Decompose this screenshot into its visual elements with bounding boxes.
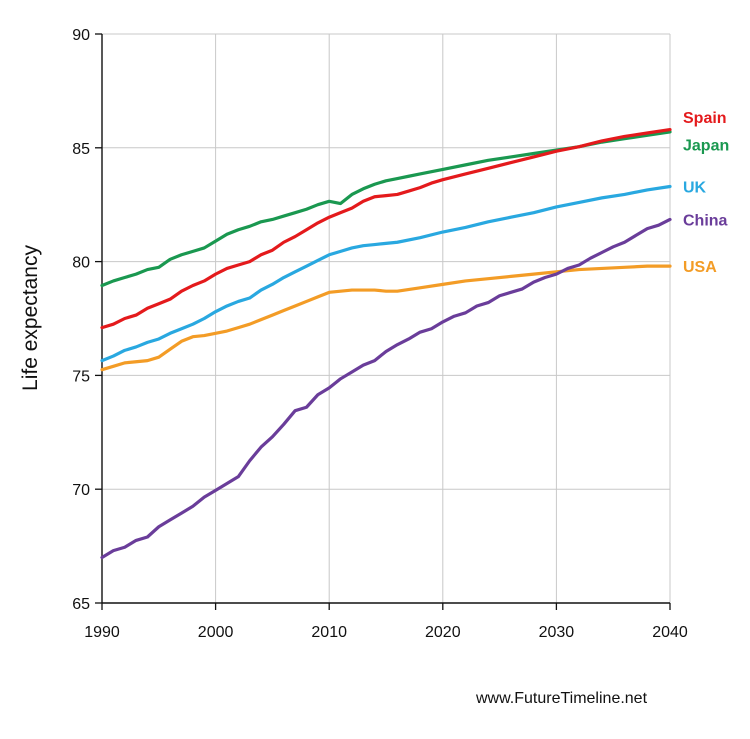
watermark-text: www.FutureTimeline.net [476,690,648,707]
series-label-china: China [683,212,728,229]
series-labels: Spain Japan UK China USA [683,110,729,276]
series-label-usa: USA [683,259,717,276]
x-tick-label-1990: 1990 [84,624,120,641]
y-tick-label-70: 70 [72,482,90,499]
series-line-spain [100,127,672,330]
y-tick-label-90: 90 [72,27,90,44]
y-tick-label-65: 65 [72,596,90,613]
y-tick-label-85: 85 [72,141,90,158]
series-label-japan: Japan [683,137,729,154]
x-tick-label-2000: 2000 [198,624,234,641]
x-tick-label-2020: 2020 [425,624,461,641]
series-label-spain: Spain [683,110,727,127]
y-axis-title: Life expectancy [19,245,42,391]
series-line-china [100,217,672,560]
x-tick-label-2040: 2040 [652,624,688,641]
axes [95,33,671,610]
x-tick-labels: 1990 2000 2010 2020 2030 2040 [84,624,688,641]
x-tick-label-2010: 2010 [311,624,347,641]
series-line-uk [100,184,672,363]
series-label-uk: UK [683,179,707,196]
y-tick-label-80: 80 [72,255,90,272]
y-tick-labels: 65 70 75 80 85 90 [72,27,90,613]
y-tick-label-75: 75 [72,368,90,385]
x-tick-label-2030: 2030 [539,624,575,641]
grid-lines [102,33,671,603]
series-line-usa [100,264,672,372]
series-line-japan [100,130,672,288]
series-lines [100,127,672,560]
